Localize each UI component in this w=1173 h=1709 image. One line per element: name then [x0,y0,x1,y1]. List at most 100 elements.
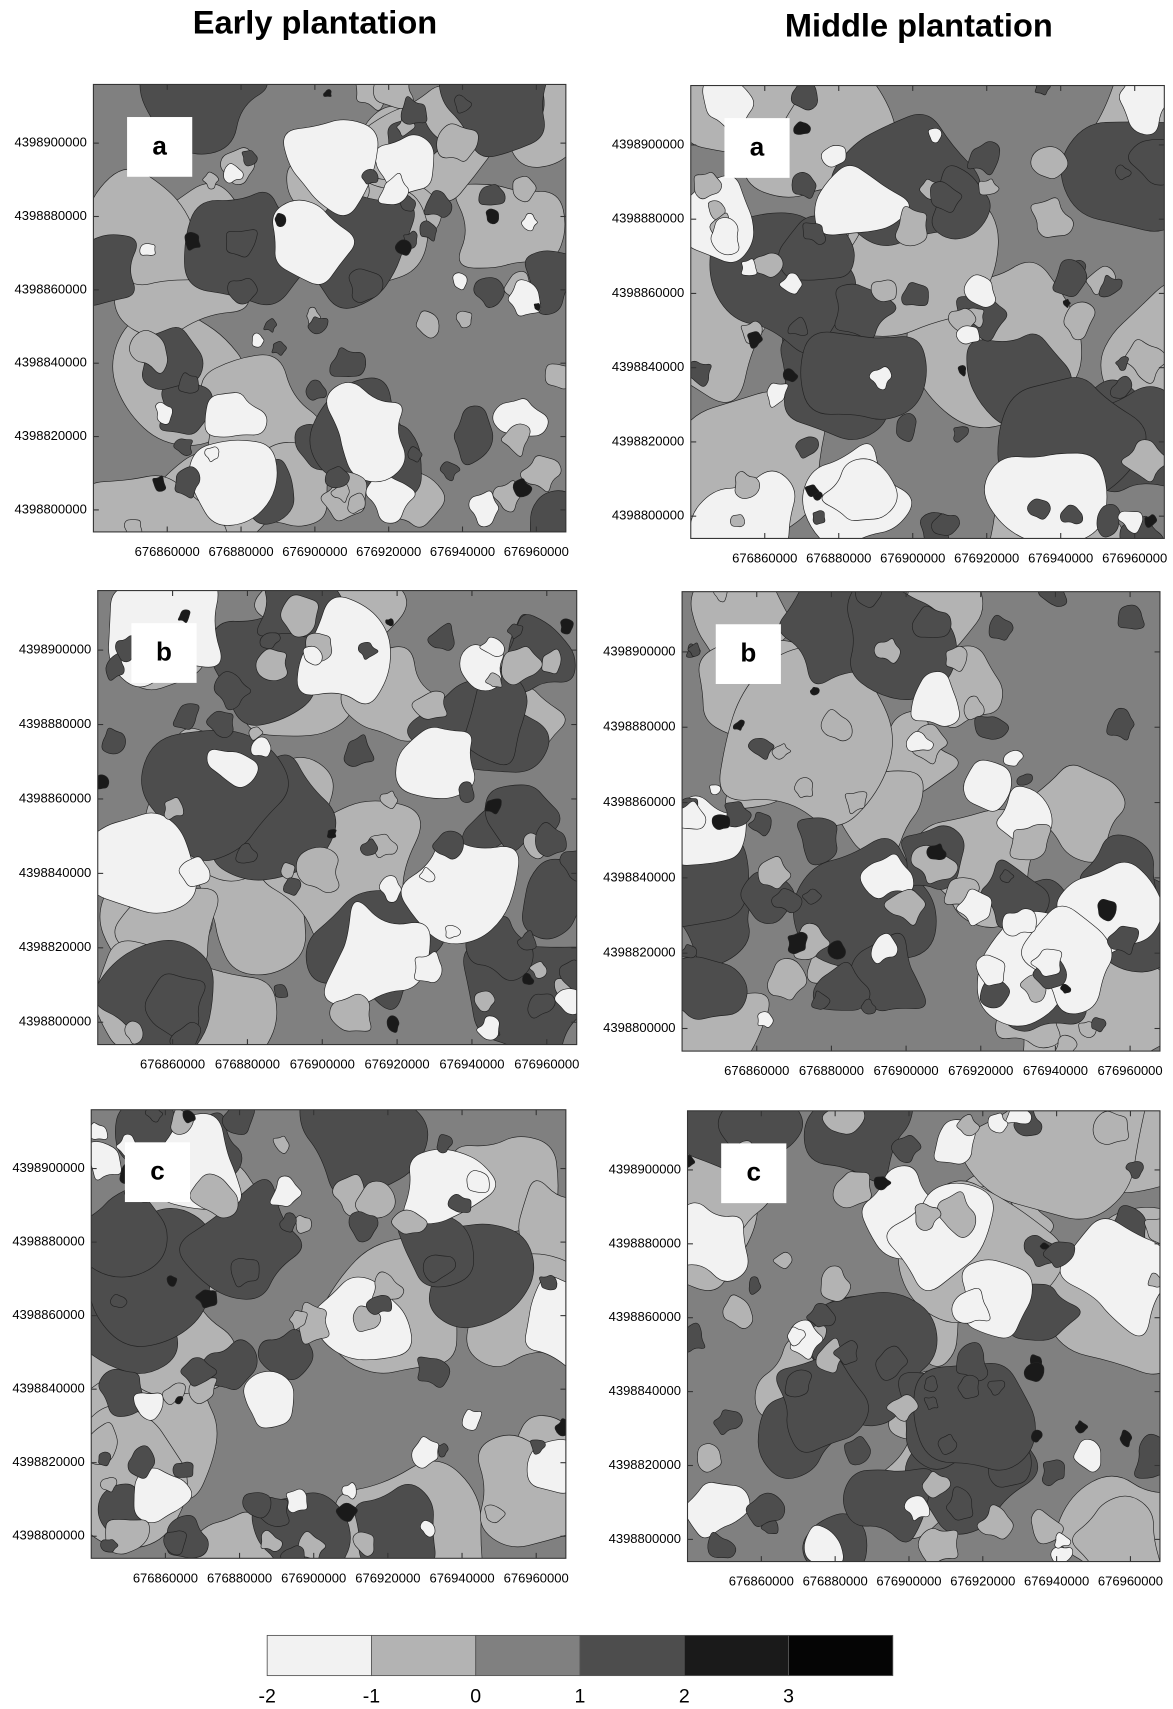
x-tick-label: 676940000 [429,1570,494,1585]
contour-region [686,361,712,386]
colorbar-tick-label: -1 [363,1685,380,1707]
y-tick-label: 4398860000 [19,790,91,805]
x-tick-label: 676860000 [732,551,797,566]
y-tick-label: 4398900000 [14,135,86,150]
colorbar-tick-label: -2 [258,1685,275,1707]
contour-region [327,829,336,838]
contour-map [622,12,1173,614]
colorbar-segment [789,1635,893,1675]
y-tick-label: 4398820000 [603,945,675,960]
colorbar-segment [267,1635,371,1675]
y-tick-label: 4398800000 [609,1531,681,1546]
x-tick-label: 676940000 [1023,1063,1088,1078]
panel-label: c [150,1156,165,1186]
x-tick-label: 676880000 [207,1570,272,1585]
contour-panel: b676860000676880000676900000676920000676… [19,514,612,1082]
x-tick-label: 676900000 [874,1063,939,1078]
y-tick-label: 4398880000 [12,1234,84,1249]
column-title: Early plantation [193,4,437,40]
y-tick-label: 4398820000 [612,433,684,448]
y-tick-label: 4398900000 [19,642,91,657]
x-tick-label: 676860000 [140,1057,205,1072]
x-tick-label: 676940000 [430,544,495,559]
panel-label: b [740,638,756,668]
y-tick-label: 4398880000 [14,208,86,223]
contour-region [459,782,474,803]
y-tick-label: 4398900000 [612,136,684,151]
y-tick-label: 4398840000 [609,1383,681,1398]
contour-region [712,815,730,830]
x-tick-label: 676880000 [799,1063,864,1078]
contour-region [486,209,499,224]
x-tick-label: 676920000 [954,551,1019,566]
x-tick-label: 676880000 [806,551,871,566]
x-tick-label: 676900000 [282,544,347,559]
y-tick-label: 4398820000 [609,1457,681,1472]
y-tick-label: 4398900000 [609,1161,681,1176]
colorbar-segment [371,1635,475,1675]
contour-region [1006,1103,1032,1124]
x-tick-label: 676960000 [1098,1063,1163,1078]
y-tick-label: 4398900000 [12,1160,84,1175]
contour-region [140,244,155,256]
contour-panel: a676860000676880000676900000676920000676… [14,43,599,601]
contour-map [77,514,613,1082]
y-tick-label: 4398800000 [603,1020,675,1035]
x-tick-label: 676920000 [356,544,421,559]
x-tick-label: 676880000 [215,1057,280,1072]
y-tick-label: 4398800000 [612,508,684,523]
x-tick-label: 676880000 [803,1574,868,1589]
panel-label: a [750,131,765,161]
contour-panel: c 676860000 676880000 676900000 676920000 676… [601,1051,1173,1617]
contour-region [730,515,744,527]
y-tick-label: 4398840000 [14,355,86,370]
y-tick-label: 4398840000 [603,869,675,884]
contour-region [94,775,109,789]
contour-map [601,1051,1173,1617]
x-tick-label: 676960000 [1098,1574,1163,1589]
x-tick-label: 676900000 [281,1570,346,1585]
x-tick-label: 676940000 [1028,551,1093,566]
y-tick-label: 4398820000 [19,939,91,954]
colorbar-segment [476,1635,580,1675]
x-tick-label: 676920000 [950,1574,1015,1589]
contour-region [77,813,197,913]
figure: Early plantation Middle plantation a6768… [0,0,1173,1709]
x-tick-label: 676860000 [724,1063,789,1078]
colorbar-tick-label: 0 [470,1685,481,1707]
x-tick-label: 676920000 [948,1063,1013,1078]
y-tick-label: 4398800000 [14,501,86,516]
y-tick-label: 4398800000 [12,1528,84,1543]
page: Early plantation Middle plantation a6768… [0,0,1173,1709]
x-tick-label: 676860000 [133,1570,198,1585]
contour-map [39,1060,600,1635]
contour-region [124,520,142,537]
contour-panel: b 676860000 676880000 676900000 676920000 676… [603,560,1173,1114]
y-tick-label: 4398880000 [612,211,684,226]
colorbar-tick-label: 2 [679,1685,690,1707]
x-tick-label: 676900000 [880,551,945,566]
y-tick-label: 4398880000 [609,1235,681,1250]
contour-region [1051,1547,1073,1566]
x-tick-label: 676920000 [355,1570,420,1585]
panel-label: c [747,1157,762,1187]
colorbar-tick-label: 3 [783,1685,794,1707]
contour-region [1093,1111,1128,1144]
y-tick-label: 4398860000 [14,281,86,296]
y-tick-label: 4398800000 [19,1014,91,1029]
y-tick-label: 4398860000 [612,285,684,300]
y-tick-label: 4398880000 [603,719,675,734]
x-tick-label: 676860000 [135,544,200,559]
y-tick-label: 4398840000 [19,865,91,880]
contour-panel: c 676860000 676880000 676900000 676920000 676… [12,1060,600,1635]
y-tick-label: 4398820000 [12,1454,84,1469]
contour-region [822,1095,864,1135]
x-tick-label: 676900000 [876,1574,941,1589]
y-tick-label: 4398840000 [612,359,684,374]
contour-region [296,1216,312,1234]
x-tick-label: 676960000 [514,1057,579,1072]
x-tick-label: 676880000 [208,544,273,559]
contour-region [185,232,200,250]
colorbar-tick-label: 1 [575,1685,586,1707]
contour-region [801,332,927,419]
